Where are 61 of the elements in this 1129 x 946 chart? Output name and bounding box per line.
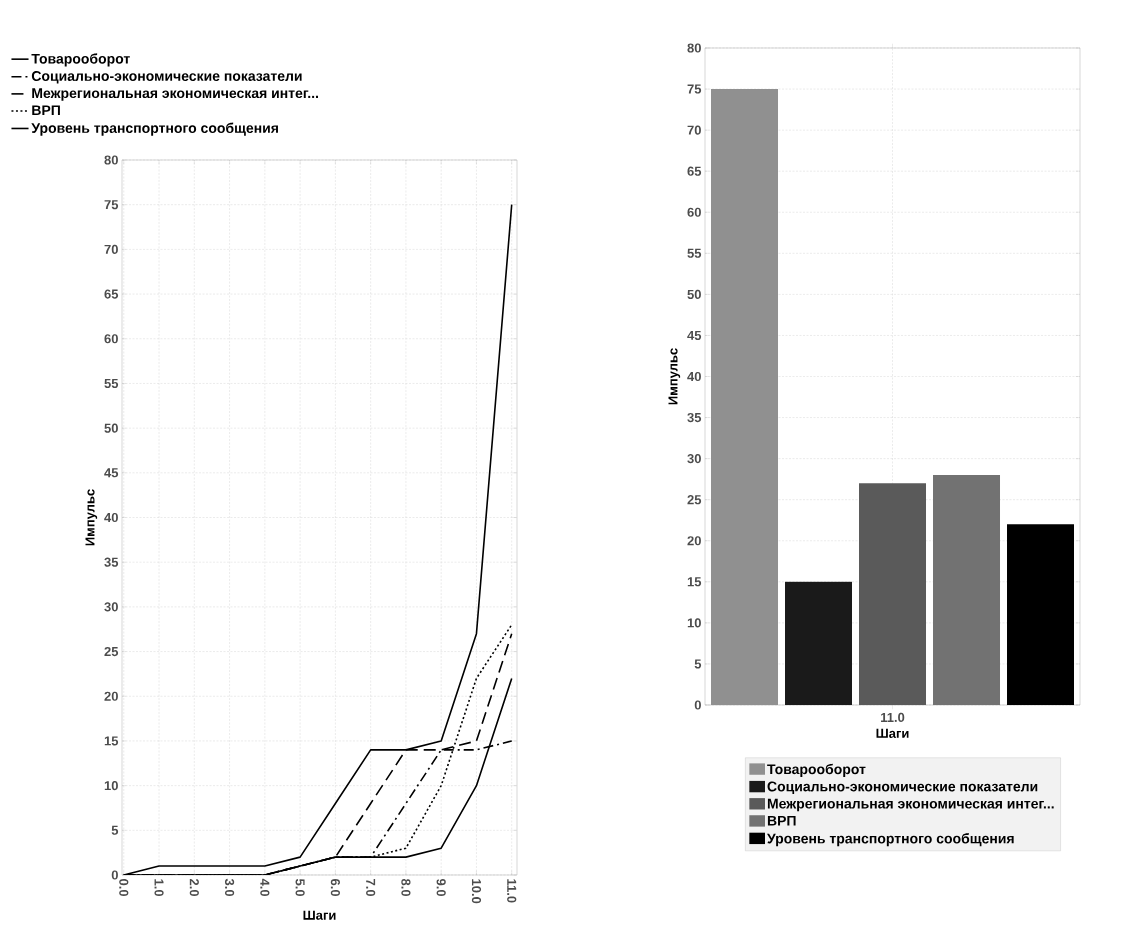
y-tick-label: 60 xyxy=(687,207,701,217)
x-tick-label: 9.0 xyxy=(436,878,446,897)
y-tick-label: 70 xyxy=(687,125,701,135)
y-tick-label: 30 xyxy=(687,454,701,464)
y-tick-label: 70 xyxy=(104,244,118,254)
y-axis-title: Импульс xyxy=(85,489,98,546)
x-tick-label: 4.0 xyxy=(260,878,270,897)
y-tick-label: 65 xyxy=(104,289,119,299)
y-tick-label: 65 xyxy=(687,166,702,176)
y-tick-label: 15 xyxy=(104,736,119,746)
y-tick-label: 20 xyxy=(687,536,701,546)
y-tick-label: 15 xyxy=(687,577,702,587)
y-tick-label: 10 xyxy=(104,781,118,791)
y-tick-label: 35 xyxy=(687,412,702,423)
y-tick-label: 20 xyxy=(104,691,118,701)
y-tick-label: 35 xyxy=(104,557,119,567)
y-tick-label: 30 xyxy=(104,602,118,612)
y-tick-label: 75 xyxy=(687,84,702,94)
y-tick-label: 50 xyxy=(687,289,701,299)
x-tick-label: 2.0 xyxy=(189,878,199,897)
y-tick-label: 5 xyxy=(694,659,702,669)
y-tick-label: 40 xyxy=(687,371,701,382)
y-tick-label: 40 xyxy=(104,512,118,523)
y-tick-label: 25 xyxy=(104,646,119,657)
y-tick-label: 50 xyxy=(104,423,118,433)
legend-label: Товарооборот xyxy=(31,53,130,67)
y-tick-label: 75 xyxy=(104,200,119,210)
y-tick-label: 55 xyxy=(104,378,119,388)
x-tick-label: 0.0 xyxy=(119,879,129,897)
y-tick-label: 55 xyxy=(687,248,702,258)
x-tick-label: 7.0 xyxy=(366,879,376,897)
legend-label: ВРП xyxy=(32,105,60,116)
y-axis-title: Импульс xyxy=(668,348,681,405)
legend-label: Уровень транспортного сообщения xyxy=(31,122,278,136)
y-tick-label: 5 xyxy=(111,825,119,835)
y-tick-label: 0 xyxy=(694,700,701,710)
x-tick-label: 11.0 xyxy=(881,712,905,722)
x-axis-title: Шаги xyxy=(876,728,909,738)
x-tick-label: 10.0 xyxy=(471,879,482,904)
x-tick-label: 3.0 xyxy=(224,878,235,897)
y-tick-label: 80 xyxy=(104,155,118,165)
y-tick-label: 45 xyxy=(687,330,702,340)
legend-label: Социально-экономические показатели xyxy=(767,781,1038,795)
y-tick-label: 80 xyxy=(687,43,701,53)
legend-label: Товарооборот xyxy=(767,763,866,777)
y-tick-label: 45 xyxy=(104,468,119,478)
x-tick-label: 5.0 xyxy=(295,878,305,897)
x-tick-label: 6.0 xyxy=(330,879,340,897)
legend-label: Межрегиональная экономическая интег... xyxy=(767,798,1054,812)
x-tick-label: 11.0 xyxy=(507,879,517,903)
y-tick-label: 0 xyxy=(111,870,118,880)
x-tick-label: 8.0 xyxy=(401,878,411,897)
legend-label: Уровень транспортного сообщения xyxy=(766,833,1014,847)
x-tick-label: 1.0 xyxy=(154,879,164,897)
y-tick-label: 10 xyxy=(687,618,701,628)
legend-label: Межрегиональная экономическая интег... xyxy=(32,88,318,101)
y-tick-label: 25 xyxy=(687,495,702,505)
y-tick-label: 60 xyxy=(104,334,118,344)
legend-label: Социально-экономические показатели xyxy=(31,71,302,84)
x-axis-title: Шаги xyxy=(303,910,336,920)
legend-label: ВРП xyxy=(767,815,796,826)
